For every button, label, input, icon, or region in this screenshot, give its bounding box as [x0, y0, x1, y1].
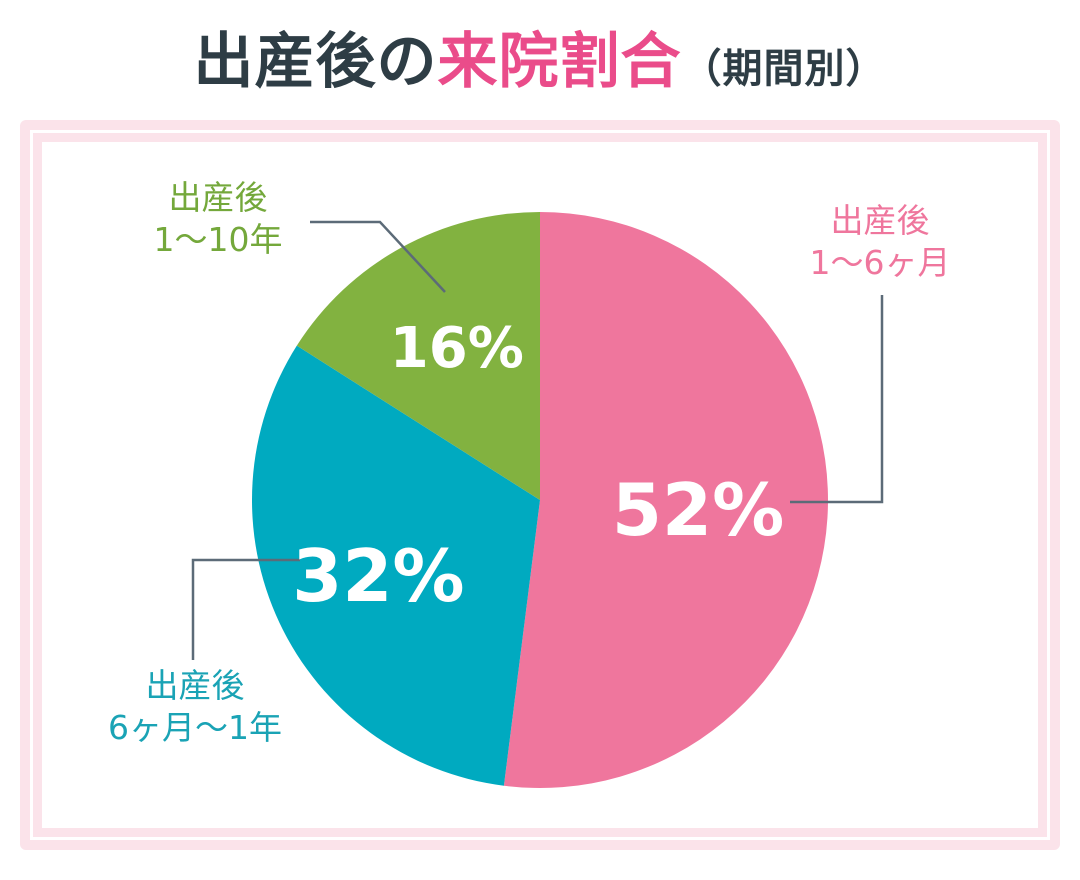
leader-line-1	[790, 295, 884, 504]
category-label-3: 出産後 1〜10年	[154, 178, 283, 259]
title-part-3: （期間別）	[681, 46, 887, 92]
category-label-2-line-2: 6ヶ月〜1年	[108, 708, 282, 747]
category-label-2: 出産後 6ヶ月〜1年	[108, 666, 282, 747]
category-label-3-line-1: 出産後	[169, 178, 268, 217]
chart-title: 出産後の来院割合（期間別）	[0, 22, 1080, 102]
pie-slice-3	[296, 212, 540, 500]
leader-lines	[191, 220, 884, 660]
category-label-3-line-2: 1〜10年	[154, 220, 283, 259]
value-label-2: 32%	[292, 534, 464, 618]
title-part-2: 来院割合	[437, 27, 682, 97]
title-part-1: 出産後の	[193, 27, 438, 97]
category-label-1-line-2: 1〜6ヶ月	[810, 243, 951, 282]
leader-line-2	[191, 558, 300, 660]
pie-slice-2	[251, 345, 540, 786]
value-label-3: 16%	[390, 316, 524, 381]
category-label-1: 出産後 1〜6ヶ月	[810, 201, 951, 282]
chart-frame-inner	[30, 130, 1050, 840]
pie-slices	[251, 212, 828, 789]
category-label-1-line-1: 出産後	[831, 201, 930, 240]
category-label-2-line-1: 出産後	[146, 666, 245, 705]
leader-line-3	[310, 220, 446, 293]
value-label-1: 52%	[612, 468, 784, 552]
pie-slice-1	[503, 212, 828, 789]
